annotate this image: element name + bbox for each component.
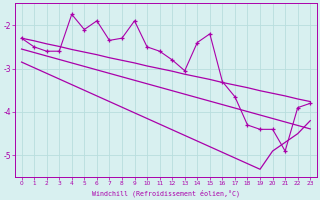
X-axis label: Windchill (Refroidissement éolien,°C): Windchill (Refroidissement éolien,°C)	[92, 189, 240, 197]
